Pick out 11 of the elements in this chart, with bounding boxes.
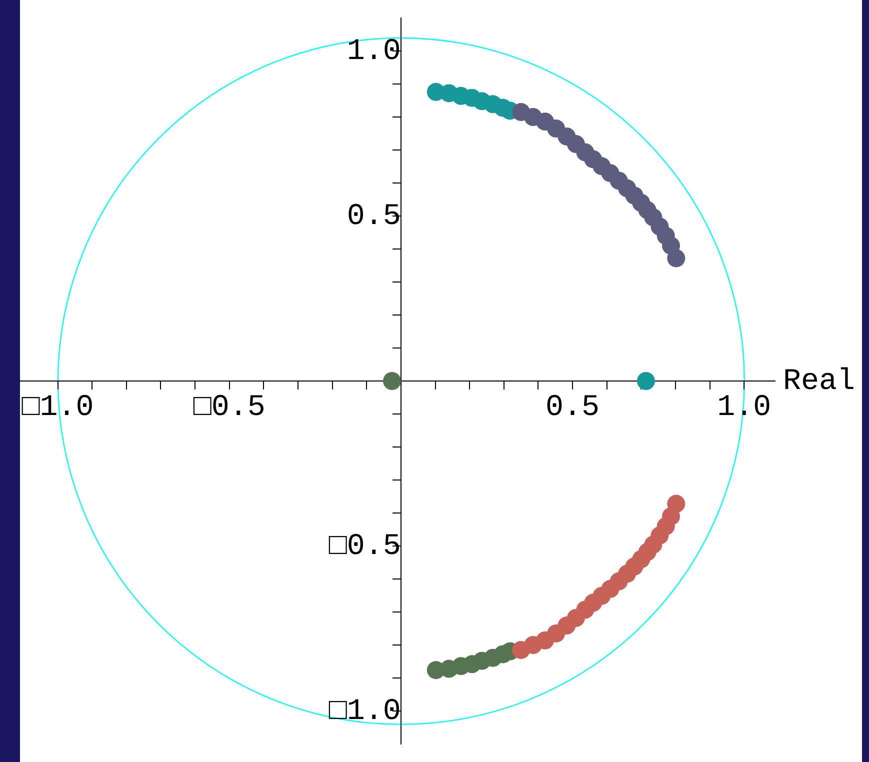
point <box>667 249 686 268</box>
y-tick-label: □1.0 <box>328 694 401 729</box>
x-tick-label: 0.5 <box>546 390 600 425</box>
point <box>636 372 655 390</box>
point <box>383 372 402 390</box>
x-axis-title: Real <box>783 364 856 399</box>
point <box>667 494 686 513</box>
y-tick-label: 0.5 <box>346 200 401 234</box>
y-tick-label: 1.0 <box>346 34 401 69</box>
y-tick-label: □0.5 <box>328 530 401 564</box>
x-tick-label: □0.5 <box>193 390 266 425</box>
